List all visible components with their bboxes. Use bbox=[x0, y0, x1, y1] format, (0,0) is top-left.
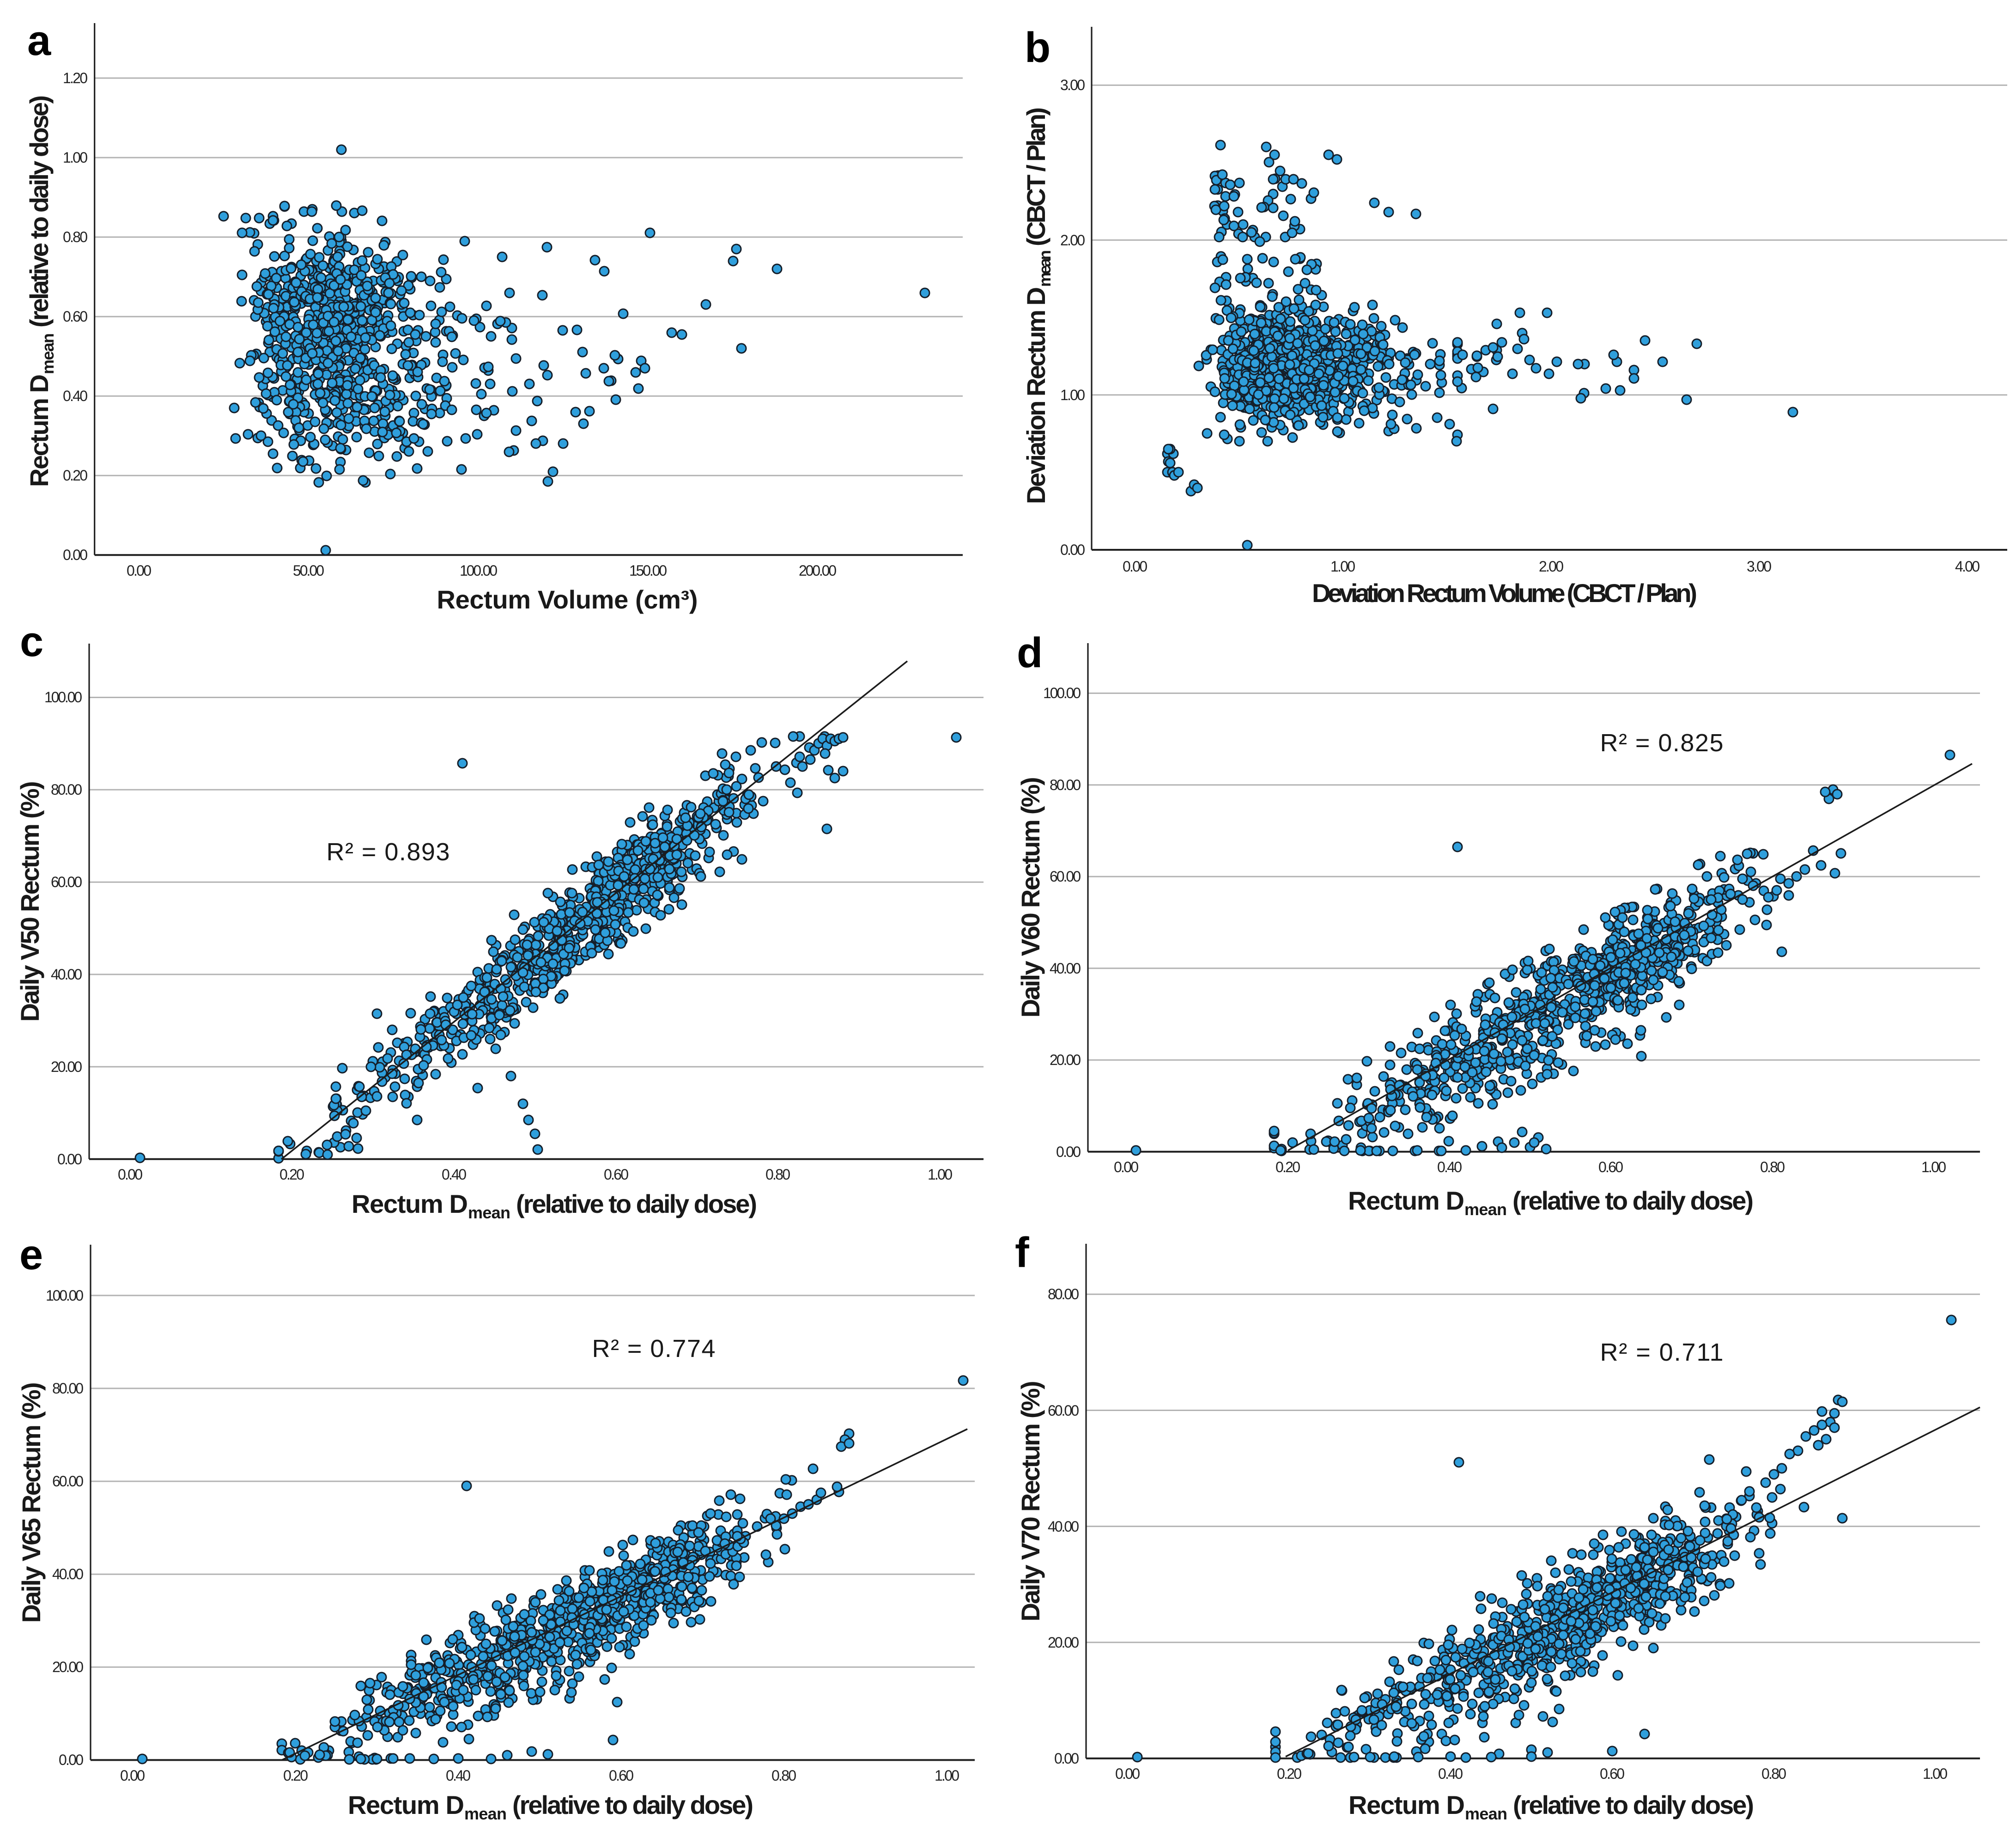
svg-text:Daily V65 Rectum (%): Daily V65 Rectum (%) bbox=[17, 1382, 46, 1623]
svg-text:R² = 0.825: R² = 0.825 bbox=[1600, 729, 1724, 757]
svg-text:4.00: 4.00 bbox=[1955, 558, 1980, 575]
svg-text:0.20: 0.20 bbox=[283, 1767, 308, 1784]
svg-text:0.40: 0.40 bbox=[1437, 1159, 1462, 1175]
svg-text:1.20: 1.20 bbox=[63, 70, 88, 86]
svg-text:0.00: 0.00 bbox=[1060, 541, 1085, 558]
svg-text:mean: mean bbox=[1035, 250, 1054, 287]
svg-text:e: e bbox=[19, 1231, 43, 1278]
svg-text:Rectum D: Rectum D bbox=[352, 1189, 468, 1218]
svg-text:(relative to daily dose): (relative to daily dose) bbox=[512, 1790, 753, 1819]
svg-text:100.00: 100.00 bbox=[460, 562, 498, 579]
svg-text:0.60: 0.60 bbox=[63, 308, 88, 325]
svg-text:0.00: 0.00 bbox=[63, 547, 88, 563]
svg-text:100.00: 100.00 bbox=[44, 689, 82, 706]
svg-text:Rectum D: Rectum D bbox=[1348, 1186, 1464, 1215]
svg-text:0.60: 0.60 bbox=[1598, 1159, 1623, 1175]
svg-text:20.00: 20.00 bbox=[52, 1659, 84, 1675]
svg-text:Daily V60 Rectum (%): Daily V60 Rectum (%) bbox=[1016, 777, 1045, 1018]
svg-text:mean: mean bbox=[38, 333, 57, 374]
svg-text:0.00: 0.00 bbox=[1114, 1159, 1139, 1175]
svg-text:R² = 0.893: R² = 0.893 bbox=[327, 838, 450, 866]
svg-text:(CBCT / Plan): (CBCT / Plan) bbox=[1021, 107, 1051, 246]
svg-text:2.00: 2.00 bbox=[1060, 232, 1085, 249]
svg-text:200.00: 200.00 bbox=[799, 562, 837, 579]
svg-text:1.00: 1.00 bbox=[1060, 387, 1085, 403]
svg-text:1.00: 1.00 bbox=[1330, 558, 1355, 575]
svg-text:Daily V50 Rectum (%): Daily V50 Rectum (%) bbox=[15, 781, 44, 1022]
svg-text:0.20: 0.20 bbox=[1275, 1159, 1300, 1175]
svg-text:0.40: 0.40 bbox=[442, 1166, 467, 1183]
svg-text:40.00: 40.00 bbox=[52, 1566, 84, 1582]
svg-text:3.00: 3.00 bbox=[1747, 558, 1772, 575]
svg-text:0.80: 0.80 bbox=[63, 229, 88, 245]
svg-text:60.00: 60.00 bbox=[52, 1473, 84, 1490]
svg-text:80.00: 80.00 bbox=[51, 781, 82, 798]
svg-text:1.00: 1.00 bbox=[928, 1166, 953, 1183]
svg-text:20.00: 20.00 bbox=[51, 1058, 82, 1075]
svg-text:0.00: 0.00 bbox=[57, 1151, 82, 1168]
svg-text:0.20: 0.20 bbox=[279, 1166, 304, 1183]
svg-text:1.00: 1.00 bbox=[1921, 1159, 1946, 1175]
svg-text:0.40: 0.40 bbox=[446, 1767, 471, 1784]
svg-text:1.00: 1.00 bbox=[63, 149, 88, 166]
svg-text:c: c bbox=[20, 618, 43, 665]
svg-text:0.80: 0.80 bbox=[771, 1767, 796, 1784]
svg-text:0.20: 0.20 bbox=[63, 467, 88, 484]
svg-text:0.60: 0.60 bbox=[604, 1166, 629, 1183]
svg-text:50.00: 50.00 bbox=[293, 562, 324, 579]
svg-text:b: b bbox=[1025, 24, 1051, 71]
svg-text:0.00: 0.00 bbox=[1123, 558, 1148, 575]
svg-text:60.00: 60.00 bbox=[1050, 868, 1081, 885]
svg-text:3.00: 3.00 bbox=[1060, 77, 1085, 93]
svg-text:mean: mean bbox=[464, 1804, 507, 1823]
svg-text:0.40: 0.40 bbox=[63, 388, 88, 404]
svg-text:d: d bbox=[1017, 629, 1043, 676]
svg-text:0.00: 0.00 bbox=[59, 1752, 84, 1768]
svg-text:60.00: 60.00 bbox=[51, 874, 82, 890]
svg-text:2.00: 2.00 bbox=[1539, 558, 1564, 575]
svg-text:150.00: 150.00 bbox=[629, 562, 667, 579]
svg-text:(relative to daily dose): (relative to daily dose) bbox=[24, 95, 54, 328]
svg-text:0.00: 0.00 bbox=[120, 1767, 145, 1784]
svg-text:0.00: 0.00 bbox=[1056, 1144, 1081, 1160]
svg-text:40.00: 40.00 bbox=[51, 966, 82, 983]
svg-text:(relative to daily dose): (relative to daily dose) bbox=[516, 1189, 757, 1218]
svg-text:(relative to daily dose): (relative to daily dose) bbox=[1512, 1186, 1754, 1215]
svg-text:0.00: 0.00 bbox=[118, 1166, 143, 1183]
svg-text:80.00: 80.00 bbox=[1050, 777, 1081, 793]
svg-text:20.00: 20.00 bbox=[1050, 1052, 1081, 1068]
svg-text:Rectum D: Rectum D bbox=[348, 1790, 464, 1819]
svg-text:R² = 0.774: R² = 0.774 bbox=[592, 1335, 716, 1363]
svg-text:0.60: 0.60 bbox=[609, 1767, 634, 1784]
svg-text:a: a bbox=[27, 17, 51, 64]
svg-text:40.00: 40.00 bbox=[1050, 960, 1081, 977]
svg-text:100.00: 100.00 bbox=[1043, 685, 1081, 701]
svg-text:0.80: 0.80 bbox=[1760, 1159, 1785, 1175]
svg-text:Rectum Volume (cm³): Rectum Volume (cm³) bbox=[437, 585, 698, 614]
svg-text:0.00: 0.00 bbox=[127, 562, 152, 579]
svg-text:100.00: 100.00 bbox=[46, 1287, 84, 1304]
svg-text:0.80: 0.80 bbox=[765, 1166, 790, 1183]
svg-text:80.00: 80.00 bbox=[52, 1380, 84, 1397]
svg-text:1.00: 1.00 bbox=[935, 1767, 959, 1784]
svg-text:mean: mean bbox=[468, 1203, 510, 1222]
svg-text:Rectum D: Rectum D bbox=[24, 374, 54, 487]
svg-text:Deviation Rectum Volume (CBCT: Deviation Rectum Volume (CBCT / Plan) bbox=[1312, 578, 1697, 608]
svg-text:mean: mean bbox=[1464, 1200, 1507, 1219]
svg-text:Deviation Rectum D: Deviation Rectum D bbox=[1021, 287, 1051, 504]
